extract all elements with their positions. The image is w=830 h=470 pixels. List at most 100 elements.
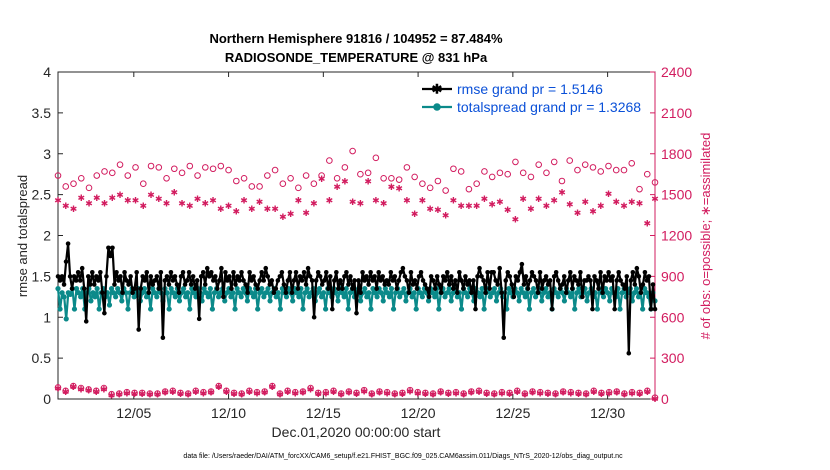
obs-assimilated-point: ✱ — [124, 196, 132, 206]
obs-assimilated-point: ✱ — [147, 190, 155, 200]
obs-assimilated-point: ✱ — [215, 382, 223, 392]
y-right-tick-label: 1200 — [661, 228, 692, 244]
obs-assimilated-point: ✱ — [353, 389, 361, 399]
rmse-point — [396, 278, 402, 283]
obs-assimilated-point: ✱ — [184, 390, 192, 400]
obs-possible-point — [519, 169, 527, 177]
obs-assimilated-point: ✱ — [246, 387, 254, 397]
spread-point — [166, 306, 172, 312]
spread-point — [261, 294, 267, 300]
spread-point — [572, 306, 578, 312]
spread-point — [393, 290, 399, 296]
obs-possible-point — [326, 157, 333, 164]
obs-assimilated-point: ✱ — [636, 389, 644, 399]
spread-point — [522, 294, 528, 300]
rmse-point — [455, 290, 460, 296]
obs-assimilated-point: ✱ — [209, 196, 217, 206]
obs-assimilated-point: ✱ — [644, 387, 652, 397]
spread-point — [541, 290, 547, 296]
rmse-point — [477, 265, 482, 271]
rmse-point — [386, 282, 392, 287]
rmse-point — [453, 278, 458, 283]
rmse-point — [574, 278, 579, 283]
obs-assimilated-point: ✱ — [380, 198, 388, 208]
rmse-point — [632, 282, 638, 287]
rmse-point — [231, 269, 236, 275]
spread-point — [119, 298, 125, 304]
obs-possible-point — [483, 389, 490, 397]
obs-possible-point — [527, 173, 535, 181]
obs-possible-point — [403, 164, 411, 171]
rmse-point — [376, 269, 381, 275]
rmse-point — [136, 327, 141, 332]
spread-point — [55, 286, 61, 292]
obs-possible-point — [636, 185, 643, 193]
obs-assimilated-point: ✱ — [364, 177, 372, 187]
obs-possible-point — [295, 184, 302, 192]
obs-assimilated-point: ✱ — [498, 388, 506, 398]
obs-possible-point — [544, 389, 552, 397]
obs-possible-point — [217, 162, 225, 170]
spread-point — [300, 306, 306, 312]
obs-assimilated-point: ✱ — [566, 200, 574, 210]
y-right-axis-ticks: 0 300 600 900 1200 1500 1800 2100 2400 — [650, 64, 692, 407]
spread-point — [520, 290, 526, 296]
obs-assimilated-point: ✱ — [108, 193, 116, 203]
rmse-point — [616, 269, 621, 275]
rmse-point — [543, 274, 549, 279]
obs-assimilated-point: ✱ — [612, 197, 620, 207]
obs-possible-point — [475, 387, 483, 395]
rmse-point — [130, 290, 135, 296]
obs-assimilated-point: ✱ — [240, 196, 248, 206]
obs-assimilated-point: ✱ — [426, 204, 434, 214]
rmse-point — [652, 306, 658, 312]
rmse-point — [570, 286, 575, 291]
spread-point — [640, 306, 646, 312]
x-axis-ticks: 12/05 12/10 12/15 12/20 12/25 12/30 — [116, 72, 625, 421]
rmse-point — [219, 265, 224, 271]
rmse-point — [475, 274, 480, 279]
rmse-point — [479, 274, 484, 279]
rmse-point — [104, 274, 109, 279]
obs-assimilated-point: ✱ — [488, 200, 496, 210]
rmse-point — [142, 278, 148, 283]
spread-point — [489, 290, 495, 296]
obs-assimilated-point: ✱ — [85, 386, 93, 396]
rmse-point — [271, 290, 277, 296]
spread-point — [185, 290, 191, 296]
spread-point — [543, 286, 549, 292]
rmse-point — [428, 274, 434, 279]
rmse-point — [305, 265, 311, 271]
rmse-point — [408, 269, 414, 275]
obs-assimilated-point: ✱ — [590, 387, 598, 397]
rmse-point — [602, 274, 607, 279]
spread-point — [516, 298, 522, 304]
obs-assimilated-point: ✱ — [192, 387, 200, 397]
rmse-point — [624, 274, 630, 279]
spread-point — [222, 298, 228, 304]
spread-point — [388, 286, 395, 292]
rmse-point — [128, 274, 133, 279]
rmse-point — [636, 274, 642, 279]
rmse-point — [465, 282, 470, 287]
obs-assimilated-point: ✱ — [171, 187, 179, 197]
obs-assimilated-point: ✱ — [326, 196, 334, 206]
obs-possible-point — [177, 389, 184, 397]
obs-assimilated-point: ✱ — [138, 389, 146, 399]
obs-possible-point — [452, 388, 460, 396]
y-right-tick-label: 1800 — [661, 146, 692, 162]
rmse-point — [61, 282, 67, 287]
obs-possible-point — [498, 388, 506, 396]
rmse-point — [100, 290, 105, 296]
y-left-tick-label: 3 — [43, 146, 51, 162]
y-left-axis-label: rmse and totalspread — [15, 175, 30, 297]
legend-rmse-label: rmse grand pr = 1.5146 — [457, 81, 603, 97]
obs-possible-point — [240, 174, 248, 182]
x-tick-label: 12/20 — [401, 405, 436, 421]
obs-assimilated-point: ✱ — [291, 388, 299, 398]
spread-point — [73, 286, 80, 292]
rmse-point — [565, 278, 571, 283]
spread-point — [78, 294, 84, 300]
obs-assimilated-point: ✱ — [536, 388, 544, 398]
spread-point — [436, 306, 442, 312]
